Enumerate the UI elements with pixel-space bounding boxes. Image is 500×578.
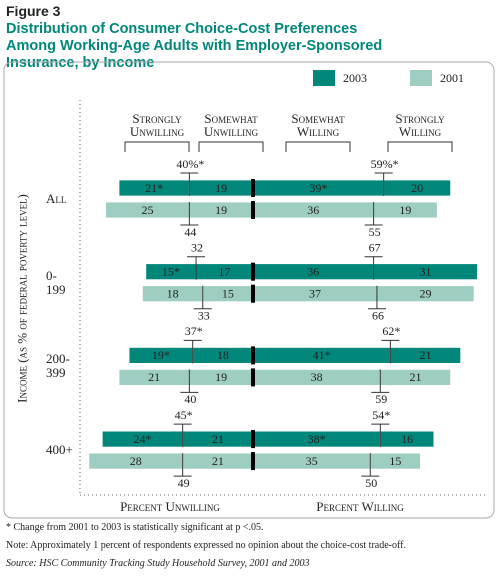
total-label: 62* [382, 324, 400, 338]
segment-label: 19 [215, 370, 227, 384]
total-label: 66 [372, 308, 384, 322]
total-bracket [364, 202, 383, 226]
total-label: 49 [178, 476, 190, 490]
footnote: * Change from 2001 to 2003 is statistica… [6, 522, 264, 533]
total-label: 45* [175, 408, 193, 422]
x-axis-label: Percent Unwilling [120, 499, 220, 514]
segment-label: 25 [141, 203, 153, 217]
total-label: 44 [184, 225, 196, 239]
legend-swatch [313, 70, 335, 86]
column-header: Strongly Willing [395, 111, 445, 139]
segment-label: 19 [215, 181, 227, 195]
segment-label: 18 [167, 286, 179, 300]
segment-label: 41* [313, 348, 331, 362]
total-label: 50 [365, 476, 377, 490]
segment-label: 21* [145, 181, 163, 195]
segment-label: 20 [411, 181, 423, 195]
zero-divider [251, 262, 255, 281]
legend-swatch [410, 70, 432, 86]
total-bracket [180, 172, 199, 196]
segment-label: 19* [152, 348, 170, 362]
figure-label: Figure 3 [6, 3, 61, 19]
segment-label: 19 [215, 203, 227, 217]
total-label: 40%* [176, 157, 204, 171]
total-bracket [371, 423, 390, 448]
total-bracket [187, 256, 206, 280]
total-bracket [193, 285, 212, 310]
x-axis-label: Percent Willing [316, 499, 404, 514]
column-header: Strongly Unwilling [129, 111, 185, 139]
category-label: All [46, 191, 67, 206]
zero-divider [251, 284, 255, 303]
segment-label: 15 [222, 286, 234, 300]
total-label: 37* [185, 324, 203, 338]
total-label: 54* [372, 408, 390, 422]
segment-label: 35 [306, 454, 318, 468]
segment-label: 21 [409, 370, 421, 384]
total-label: 59 [375, 392, 387, 406]
footnote: Note: Approximately 1 percent of respond… [6, 540, 406, 551]
segment-label: 29 [420, 286, 432, 300]
zero-divider [251, 452, 255, 471]
total-bracket [173, 423, 192, 448]
segment-label: 15* [162, 264, 180, 278]
zero-divider [251, 430, 255, 449]
segment-label: 36 [307, 264, 319, 278]
total-bracket [374, 172, 393, 196]
segment-label: 38* [308, 432, 326, 446]
source: Source: HSC Community Tracking Study Hou… [6, 558, 310, 569]
total-label: 59%* [371, 157, 399, 171]
total-bracket [364, 256, 383, 280]
category-label: 0-199 [46, 267, 66, 297]
segment-label: 18 [217, 348, 229, 362]
segment-label: 37 [309, 286, 321, 300]
legend-label: 2003 [343, 71, 367, 85]
total-bracket [381, 339, 400, 364]
category-label: 400+ [46, 442, 73, 458]
segment-label: 19 [399, 203, 411, 217]
segment-label: 36 [307, 203, 319, 217]
zero-divider [251, 368, 255, 387]
total-bracket [367, 285, 386, 310]
total-bracket [173, 453, 192, 477]
segment-label: 21 [148, 370, 160, 384]
total-bracket [180, 202, 199, 226]
segment-label: 21 [420, 348, 432, 362]
zero-divider [251, 179, 255, 197]
segment-label: 38 [311, 370, 323, 384]
total-label: 33 [198, 308, 210, 322]
frame [3, 61, 495, 519]
segment-label: 16 [401, 432, 413, 446]
category-label: 200-399 [46, 351, 70, 381]
zero-divider [251, 346, 255, 365]
total-label: 32 [191, 240, 203, 254]
total-bracket [361, 453, 380, 477]
header-brackets [124, 141, 453, 152]
segment-label: 28 [130, 454, 142, 468]
total-bracket [180, 369, 199, 393]
segment-label: 21 [212, 454, 224, 468]
segment-label: 15 [389, 454, 401, 468]
total-label: 55 [369, 225, 381, 239]
y-axis-label: Income (as % of federal poverty level) [14, 194, 30, 403]
segment-label: 17 [219, 264, 231, 278]
chart-title: Distribution of Consumer Choice-Cost Pre… [6, 21, 383, 71]
zero-divider [251, 201, 255, 219]
segment-label: 31 [420, 264, 432, 278]
total-label: 67 [369, 240, 381, 254]
total-label: 40 [184, 392, 196, 406]
column-header: Somewhat Unwilling [203, 111, 259, 139]
total-bracket [183, 339, 202, 364]
segment-label: 24* [133, 432, 151, 446]
segment-label: 39* [309, 181, 327, 195]
total-bracket [371, 369, 390, 393]
segment-label: 21 [212, 432, 224, 446]
legend-label: 2001 [440, 71, 464, 85]
column-header: Somewhat Willing [291, 111, 345, 139]
